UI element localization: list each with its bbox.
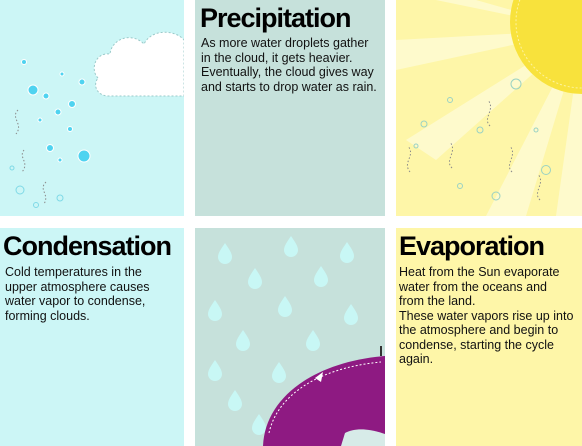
precipitation-description: As more water droplets gather in the clo… xyxy=(201,36,377,94)
evaporation-line-1: Heat from the Sun evaporate water from t… xyxy=(399,265,560,308)
evaporation-description: Heat from the Sun evaporate water from t… xyxy=(399,265,575,367)
umbrella-icon xyxy=(263,346,385,446)
evaporation-panel: Evaporation Heat from the Sun evaporate … xyxy=(396,228,582,446)
condensation-description: Cold temperatures in the upper atmospher… xyxy=(5,265,150,323)
condensation-title: Condensation xyxy=(3,231,172,261)
sun-icon xyxy=(510,0,582,94)
rain-illustration xyxy=(208,236,385,446)
vapor-bubbles xyxy=(9,165,64,208)
sun-illustration xyxy=(396,0,582,216)
precipitation-panel: Precipitation As more water droplets gat… xyxy=(195,0,385,216)
cloud-illustration xyxy=(9,31,184,208)
vapor-trails xyxy=(14,109,47,205)
evaporation-title: Evaporation xyxy=(399,231,545,261)
precipitation-title: Precipitation xyxy=(200,3,352,33)
rain-umbrella-panel xyxy=(195,228,385,446)
cloud-droplets-panel xyxy=(0,0,184,216)
sun-panel xyxy=(396,0,582,216)
evaporation-line-2: These water vapors rise up into the atmo… xyxy=(399,308,574,367)
cloud-icon xyxy=(93,31,184,97)
condensation-panel: Condensation Cold temperatures in the up… xyxy=(0,228,184,446)
evaporating-bubbles xyxy=(413,78,551,201)
water-droplets xyxy=(21,59,91,163)
vapor-trails xyxy=(406,99,542,201)
